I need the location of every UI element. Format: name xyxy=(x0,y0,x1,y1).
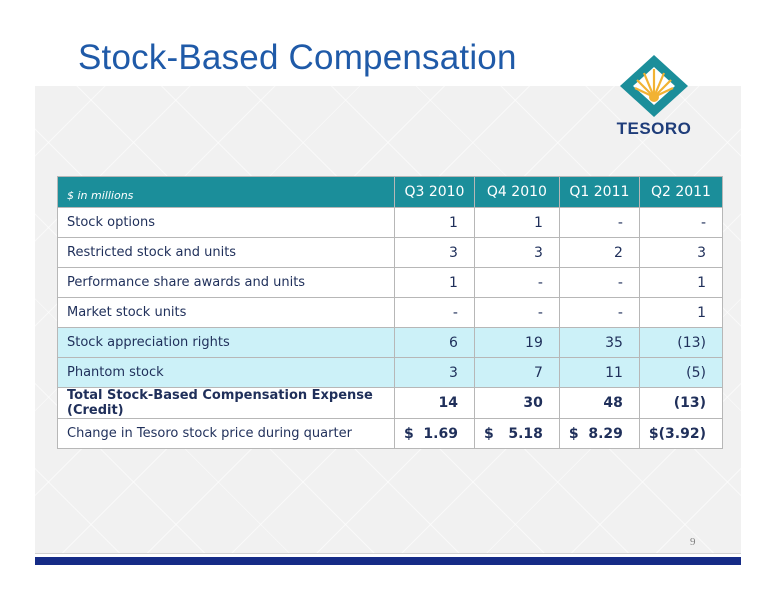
column-header: Q3 2010 xyxy=(394,177,474,208)
table-cell: 3 xyxy=(639,238,722,268)
table-cell: 7 xyxy=(474,358,559,388)
table-cell: 1 xyxy=(639,268,722,298)
row-label: Stock options xyxy=(58,208,395,238)
logo-wordmark: TESORO xyxy=(608,119,700,139)
total-row: Total Stock-Based Compensation Expense (… xyxy=(58,388,723,419)
table-cell: 3 xyxy=(394,238,474,268)
compensation-table: $ in millions Q3 2010 Q4 2010 Q1 2011 Q2… xyxy=(57,176,723,449)
table-cell: 35 xyxy=(559,328,639,358)
table-cell: - xyxy=(474,268,559,298)
table-row: Performance share awards and units 1 - -… xyxy=(58,268,723,298)
table-cell: - xyxy=(474,298,559,328)
table-row: Market stock units - - - 1 xyxy=(58,298,723,328)
table-cell: 6 xyxy=(394,328,474,358)
table-cell: 2 xyxy=(559,238,639,268)
table-row: Change in Tesoro stock price during quar… xyxy=(58,419,723,449)
table-cell: $ 8.29 xyxy=(559,419,639,449)
table-header-row: $ in millions Q3 2010 Q4 2010 Q1 2011 Q2… xyxy=(58,177,723,208)
table-cell: 11 xyxy=(559,358,639,388)
table-cell: 1 xyxy=(474,208,559,238)
row-label: Performance share awards and units xyxy=(58,268,395,298)
row-label: Change in Tesoro stock price during quar… xyxy=(58,419,395,449)
table-cell: 3 xyxy=(474,238,559,268)
table-cell: 3 xyxy=(394,358,474,388)
footer-divider xyxy=(35,553,741,554)
table-cell: - xyxy=(559,208,639,238)
table-cell: (13) xyxy=(639,388,722,419)
table-cell: (5) xyxy=(639,358,722,388)
table-cell: (13) xyxy=(639,328,722,358)
table-cell: $ 5.18 xyxy=(474,419,559,449)
column-header: Q4 2010 xyxy=(474,177,559,208)
table-cell: 1 xyxy=(394,268,474,298)
table-cell: - xyxy=(394,298,474,328)
table-cell: 19 xyxy=(474,328,559,358)
column-header: Q1 2011 xyxy=(559,177,639,208)
table-cell: $(3.92) xyxy=(639,419,722,449)
table-row: Stock appreciation rights 6 19 35 (13) xyxy=(58,328,723,358)
table-cell: 14 xyxy=(394,388,474,419)
table-cell: 1 xyxy=(639,298,722,328)
page-title: Stock-Based Compensation xyxy=(78,38,517,78)
row-label: Stock appreciation rights xyxy=(58,328,395,358)
column-header: Q2 2011 xyxy=(639,177,722,208)
table-cell: 30 xyxy=(474,388,559,419)
table-cell: - xyxy=(559,298,639,328)
table-cell: - xyxy=(559,268,639,298)
table-cell: 1 xyxy=(394,208,474,238)
table-row: Restricted stock and units 3 3 2 3 xyxy=(58,238,723,268)
table-cell: 48 xyxy=(559,388,639,419)
table-cell: - xyxy=(639,208,722,238)
row-label: Phantom stock xyxy=(58,358,395,388)
row-label: Restricted stock and units xyxy=(58,238,395,268)
table-row: Stock options 1 1 - - xyxy=(58,208,723,238)
footer-bar xyxy=(35,557,741,565)
row-label: Market stock units xyxy=(58,298,395,328)
table-row: Phantom stock 3 7 11 (5) xyxy=(58,358,723,388)
tesoro-logo: TESORO xyxy=(608,55,700,141)
row-label: Total Stock-Based Compensation Expense (… xyxy=(58,388,395,419)
page-number: 9 xyxy=(690,536,696,548)
units-label: $ in millions xyxy=(58,177,395,208)
logo-diamond-icon xyxy=(608,55,700,117)
table-cell: $ 1.69 xyxy=(394,419,474,449)
